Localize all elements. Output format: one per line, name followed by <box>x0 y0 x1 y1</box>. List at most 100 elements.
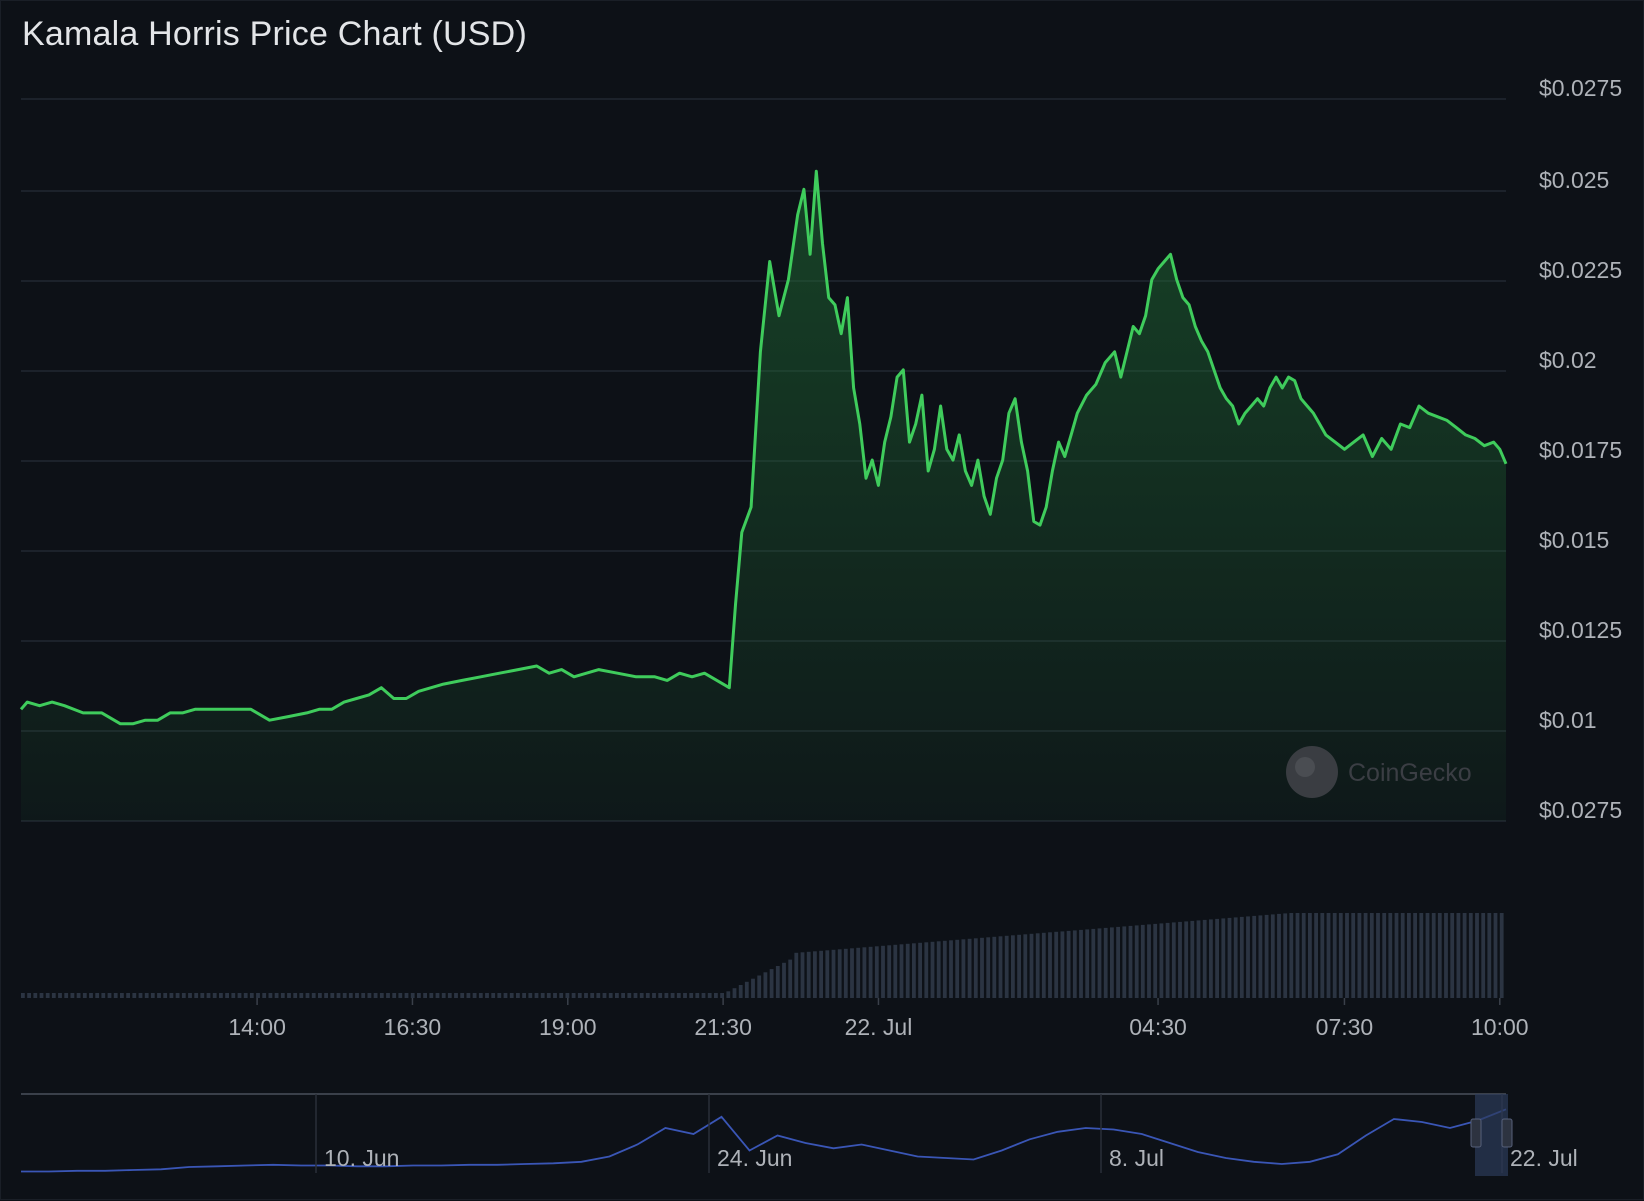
volume-bar <box>973 938 978 998</box>
volume-bar <box>318 993 322 998</box>
volume-bar <box>738 985 743 998</box>
volume-bar <box>89 993 93 998</box>
volume-bar <box>287 993 291 998</box>
volume-bar <box>534 993 539 998</box>
volume-bars <box>21 913 1504 998</box>
volume-bar <box>1338 913 1343 998</box>
volume-bar <box>293 993 298 998</box>
volume-bar <box>1085 929 1090 998</box>
volume-bar <box>961 939 966 998</box>
volume-bar <box>1023 934 1028 998</box>
volume-bar <box>324 993 328 998</box>
volume-bar <box>874 946 879 998</box>
volume-bar <box>503 993 508 998</box>
volume-bar <box>1295 913 1300 998</box>
volume-bar <box>683 993 687 998</box>
volume-bar <box>1097 928 1102 998</box>
volume-bar <box>1178 921 1182 998</box>
navigator-label: 24. Jun <box>717 1145 792 1171</box>
navigator-label: 22. Jul <box>1510 1145 1578 1171</box>
volume-bar <box>1462 913 1467 998</box>
volume-bar <box>1215 918 1219 998</box>
volume-bar <box>243 993 248 998</box>
volume-bar <box>577 993 582 998</box>
y-tick-label: $0.015 <box>1539 527 1609 553</box>
volume-bar <box>676 993 681 998</box>
volume-bar <box>466 993 471 998</box>
volume-bar <box>540 993 545 998</box>
volume-bar <box>113 993 118 998</box>
volume-bar <box>1277 913 1281 998</box>
volume-bar <box>714 993 718 998</box>
volume-bar <box>392 993 397 998</box>
chart-title: Kamala Horris Price Chart (USD) <box>22 15 527 53</box>
volume-bar <box>980 937 984 998</box>
navigator-handle-right[interactable] <box>1501 1118 1513 1148</box>
volume-bar <box>1209 919 1213 998</box>
volume-bar <box>1171 922 1176 998</box>
volume-bar <box>621 993 625 998</box>
volume-bar <box>169 993 174 998</box>
volume-bar <box>398 993 403 998</box>
volume-bar <box>39 993 44 998</box>
volume-bar <box>1475 913 1479 998</box>
volume-bar <box>1233 917 1238 998</box>
volume-bar <box>1041 932 1046 998</box>
volume-bar <box>930 941 935 998</box>
volume-bar <box>342 993 347 998</box>
volume-bar <box>912 943 916 998</box>
volume-bar <box>509 993 514 998</box>
volume-bar <box>417 993 421 998</box>
volume-bar <box>837 949 842 998</box>
volume-bar <box>1456 913 1461 998</box>
volume-bar <box>1351 913 1356 998</box>
volume-bar <box>1376 913 1380 998</box>
volume-bar <box>670 993 675 998</box>
volume-bar <box>497 993 502 998</box>
volume-bar <box>1481 913 1486 998</box>
volume-bar <box>751 978 755 998</box>
volume-bar <box>1134 925 1139 998</box>
volume-bar <box>27 993 31 998</box>
volume-bar <box>1363 913 1368 998</box>
navigator-label: 8. Jul <box>1109 1145 1164 1171</box>
x-tick-label: 22. Jul <box>845 1014 913 1040</box>
volume-bar <box>249 993 254 998</box>
volume-bar <box>658 993 663 998</box>
volume-bar <box>788 959 793 998</box>
navigator[interactable]: 10. Jun 24. Jun 8. Jul 22. Jul <box>21 1093 1578 1176</box>
volume-bar <box>348 993 353 998</box>
volume-bar <box>998 936 1003 998</box>
x-tick-label: 14:00 <box>228 1014 286 1040</box>
volume-bar <box>800 952 805 998</box>
volume-bar <box>1147 924 1151 998</box>
volume-bar <box>1431 913 1436 998</box>
volume-bar <box>64 993 69 998</box>
navigator-labels: 10. Jun 24. Jun 8. Jul 22. Jul <box>315 1094 1578 1173</box>
volume-bar <box>806 951 811 998</box>
volume-bar <box>881 945 885 998</box>
volume-bar <box>101 993 106 998</box>
volume-bar <box>1072 930 1077 998</box>
volume-bar <box>986 937 991 998</box>
volume-bar <box>1326 913 1331 998</box>
y-tick-label: $0.0175 <box>1539 437 1622 463</box>
volume-bar <box>992 936 997 998</box>
volume-bar <box>689 993 694 998</box>
volume-bar <box>1468 913 1473 998</box>
volume-bar <box>200 993 205 998</box>
volume-bar <box>1357 913 1362 998</box>
volume-bar <box>701 993 706 998</box>
volume-bar <box>336 993 341 998</box>
volume-bar <box>478 993 483 998</box>
volume-bar <box>522 993 526 998</box>
volume-bar <box>1116 926 1120 998</box>
volume-bar <box>1004 935 1009 998</box>
volume-bar <box>1320 913 1325 998</box>
volume-bar <box>305 993 310 998</box>
volume-bar <box>1190 920 1195 998</box>
volume-bar <box>645 993 650 998</box>
volume-bar <box>1029 933 1034 998</box>
navigator-handle-left[interactable] <box>1470 1118 1482 1148</box>
